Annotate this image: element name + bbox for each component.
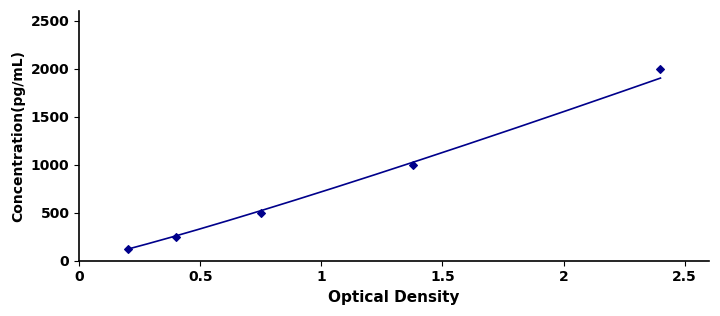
X-axis label: Optical Density: Optical Density xyxy=(328,290,460,305)
Y-axis label: Concentration(pg/mL): Concentration(pg/mL) xyxy=(11,50,25,222)
